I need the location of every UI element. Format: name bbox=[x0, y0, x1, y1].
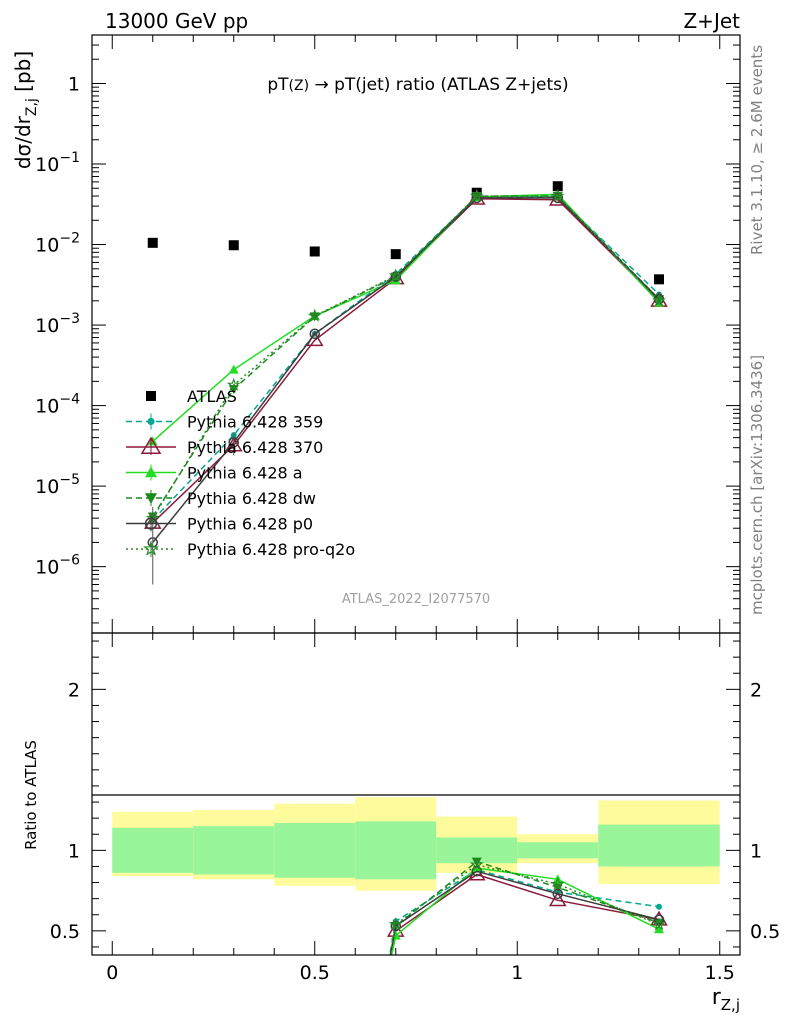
ratio-plot-tick-labels: 0.5 0.5 1 1 2 2 0 0.5 1 1.5 bbox=[50, 679, 780, 984]
x-tick-label: 0 bbox=[106, 962, 118, 984]
ratio-point bbox=[656, 903, 662, 910]
process-label: Z+Jet bbox=[683, 9, 740, 33]
inner-uncertainty-band bbox=[517, 842, 599, 859]
data-point bbox=[552, 192, 563, 204]
data-point bbox=[550, 188, 565, 202]
legend-marker bbox=[145, 466, 157, 478]
ratio-y-tick-label-right: 2 bbox=[750, 679, 762, 701]
rivet-version-label: Rivet 3.1.10, ≥ 2.6M events bbox=[748, 45, 766, 255]
legend-marker bbox=[145, 493, 157, 504]
main-plot-ticks bbox=[92, 34, 740, 633]
x-tick-label: 1 bbox=[511, 962, 523, 984]
data-point bbox=[226, 377, 241, 391]
ratio-point bbox=[548, 891, 567, 907]
legend-entry: Pythia 6.428 p0 bbox=[126, 515, 313, 534]
analysis-watermark: ATLAS_2022_I2077570 bbox=[342, 592, 490, 607]
y-tick-label: 10−6 bbox=[35, 553, 80, 579]
data-point bbox=[147, 237, 158, 248]
legend-marker bbox=[143, 540, 159, 556]
y-tick-label: 10−1 bbox=[35, 150, 80, 176]
ratio-y-axis-label: Ratio to ATLAS bbox=[22, 740, 40, 850]
data-point bbox=[390, 249, 401, 260]
x-tick-label: 0.5 bbox=[300, 962, 330, 984]
legend-entry: ATLAS bbox=[146, 387, 237, 406]
main-plot-title: pT(Z) → pT(jet) ratio (ATLAS Z+jets) bbox=[267, 75, 568, 95]
ratio-point bbox=[652, 917, 666, 931]
legend-marker bbox=[144, 517, 158, 530]
ratio-point bbox=[388, 917, 403, 931]
data-point bbox=[388, 268, 403, 282]
legend-label: Pythia 6.428 359 bbox=[187, 413, 323, 432]
legend-entry: Pythia 6.428 dw bbox=[126, 489, 316, 508]
ratio-plot-frame bbox=[91, 632, 741, 956]
legend-entry: Pythia 6.428 370 bbox=[126, 436, 323, 457]
legend-marker bbox=[146, 391, 156, 401]
data-point bbox=[654, 274, 664, 285]
ratio-point bbox=[469, 857, 484, 871]
data-point bbox=[228, 240, 239, 251]
x-axis-label: rZ,j bbox=[712, 985, 740, 1014]
ratio-point bbox=[654, 924, 664, 934]
data-point bbox=[552, 181, 563, 192]
ratio-y-tick-label-right: 1 bbox=[750, 840, 762, 862]
inner-uncertainty-band bbox=[274, 822, 356, 878]
ratio-point bbox=[550, 876, 565, 891]
y-tick-label: 1 bbox=[68, 73, 80, 95]
data-point bbox=[309, 246, 320, 257]
ratio-series-5 bbox=[388, 857, 666, 955]
ratio-point bbox=[390, 920, 401, 932]
data-point bbox=[390, 271, 401, 282]
ratio-line bbox=[390, 873, 660, 955]
energy-label: 13000 GeV pp bbox=[105, 9, 248, 33]
data-point bbox=[469, 188, 484, 202]
data-point bbox=[652, 293, 666, 307]
legend-label: Pythia 6.428 a bbox=[187, 464, 303, 483]
main-y-axis-label: dσ/drZ,j [pb] bbox=[11, 51, 40, 169]
legend-entry: Pythia 6.428 359 bbox=[126, 413, 323, 432]
legend-label: Pythia 6.428 dw bbox=[187, 489, 316, 508]
series-line bbox=[152, 195, 660, 519]
ratio-plot-bands bbox=[112, 797, 720, 891]
main-plot-tick-labels: 10−6 10−5 10−4 10−3 10−2 10−1 1 bbox=[35, 73, 80, 578]
legend-marker bbox=[140, 436, 162, 455]
legend-entry: Pythia 6.428 a bbox=[126, 464, 303, 483]
x-tick-label: 1.5 bbox=[705, 962, 735, 984]
data-point bbox=[471, 192, 482, 204]
ratio-point bbox=[471, 857, 482, 867]
y-tick-label: 10−3 bbox=[35, 311, 80, 337]
mcplots-label: mcplots.cern.ch [arXiv:1306.3436] bbox=[748, 355, 766, 615]
series-6 bbox=[145, 188, 666, 525]
legend-label: Pythia 6.428 p0 bbox=[187, 515, 313, 534]
legend-label: Pythia 6.428 370 bbox=[187, 438, 323, 457]
inner-uncertainty-band bbox=[598, 824, 720, 867]
ratio-y-tick-label-right: 0.5 bbox=[750, 921, 780, 943]
inner-uncertainty-band bbox=[112, 827, 194, 873]
legend-label: ATLAS bbox=[187, 387, 237, 406]
data-point bbox=[309, 328, 320, 340]
data-point bbox=[228, 364, 239, 374]
main-plot-series bbox=[143, 181, 668, 585]
ratio-plot-series bbox=[386, 857, 668, 955]
y-tick-label: 10−4 bbox=[35, 392, 80, 418]
legend-label: Pythia 6.428 pro-q2o bbox=[187, 540, 355, 559]
ratio-point bbox=[552, 888, 563, 900]
ratio-y-tick-label-left: 2 bbox=[68, 679, 80, 701]
ratio-point bbox=[654, 918, 664, 928]
ratio-plot-ticks bbox=[92, 633, 740, 955]
legend-entry: Pythia 6.428 pro-q2o bbox=[126, 540, 355, 559]
inner-uncertainty-band bbox=[193, 826, 275, 875]
legend-marker bbox=[147, 417, 155, 426]
data-point bbox=[307, 308, 322, 322]
y-tick-label: 10−2 bbox=[35, 231, 80, 257]
y-tick-label: 10−5 bbox=[35, 472, 80, 498]
ratio-y-tick-label-left: 0.5 bbox=[50, 921, 80, 943]
inner-uncertainty-band bbox=[355, 821, 437, 880]
legend: ATLAS Pythia 6.428 359 Pythia 6.428 370 Pyt… bbox=[126, 387, 355, 559]
ratio-y-tick-label-left: 1 bbox=[68, 840, 80, 862]
